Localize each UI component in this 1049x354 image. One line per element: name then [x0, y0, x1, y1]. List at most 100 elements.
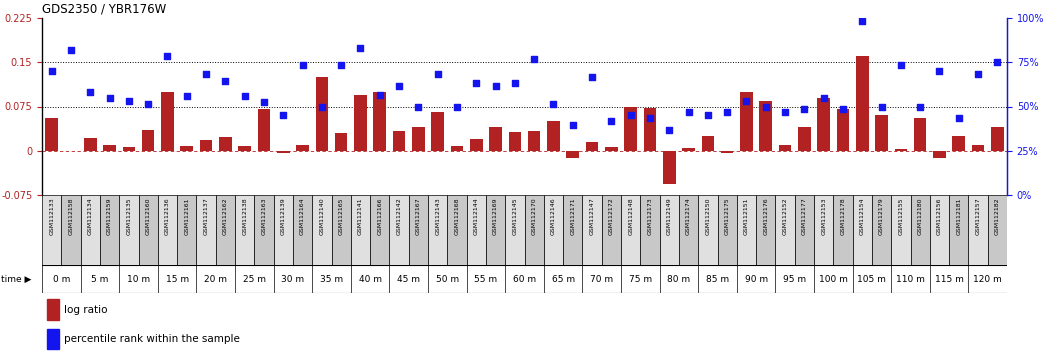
Bar [42, 18, 61, 195]
Text: GSM112178: GSM112178 [840, 197, 845, 235]
Bar [196, 195, 216, 265]
Text: GSM112146: GSM112146 [551, 197, 556, 235]
Point [738, 98, 755, 103]
Bar [524, 195, 543, 265]
Text: 115 m: 115 m [935, 274, 964, 284]
Text: 75 m: 75 m [628, 274, 651, 284]
Point [526, 57, 542, 62]
Bar [875, 115, 887, 151]
Bar [778, 145, 791, 151]
Text: 100 m: 100 m [819, 274, 848, 284]
Bar [892, 195, 911, 265]
Point [873, 104, 890, 109]
Bar [389, 18, 409, 195]
Text: 15 m: 15 m [166, 274, 189, 284]
Text: GDS2350 / YBR176W: GDS2350 / YBR176W [42, 2, 166, 15]
Text: GSM112148: GSM112148 [628, 197, 634, 235]
Text: GSM112182: GSM112182 [994, 197, 1000, 235]
Point [468, 80, 485, 86]
Bar [585, 142, 598, 151]
Bar [775, 18, 795, 195]
Bar [644, 108, 657, 151]
Text: GSM112153: GSM112153 [821, 197, 827, 235]
Bar [157, 18, 177, 195]
Bar [795, 18, 814, 195]
Text: GSM112172: GSM112172 [608, 197, 614, 235]
Bar [61, 18, 81, 195]
Point [757, 104, 774, 109]
Text: 70 m: 70 m [591, 274, 614, 284]
Bar [952, 136, 965, 151]
Point [507, 80, 523, 86]
Point [352, 45, 369, 50]
Bar [524, 18, 543, 195]
Point [121, 98, 137, 103]
Bar [177, 18, 196, 195]
Text: GSM112135: GSM112135 [126, 197, 131, 235]
Bar [814, 18, 833, 195]
Text: GSM112170: GSM112170 [532, 197, 537, 235]
Text: time ▶: time ▶ [1, 274, 31, 284]
Point [835, 107, 852, 112]
Bar [895, 149, 907, 151]
Bar [254, 195, 274, 265]
Text: percentile rank within the sample: percentile rank within the sample [64, 334, 240, 344]
Point [642, 115, 659, 121]
Text: GSM112166: GSM112166 [378, 197, 382, 235]
Text: 40 m: 40 m [359, 274, 382, 284]
Point [989, 59, 1006, 65]
Point [545, 101, 562, 107]
Bar [335, 133, 347, 151]
Text: GSM112180: GSM112180 [918, 197, 923, 235]
Text: GSM112164: GSM112164 [300, 197, 305, 235]
Point [43, 68, 60, 74]
Point [950, 115, 967, 121]
Point [776, 110, 793, 115]
Bar [582, 195, 602, 265]
Bar [409, 18, 428, 195]
Bar [142, 130, 154, 151]
Bar [682, 148, 694, 151]
Point [969, 71, 986, 77]
Bar [699, 195, 718, 265]
Text: GSM112158: GSM112158 [68, 197, 73, 235]
Bar [566, 151, 579, 158]
Point [101, 95, 117, 101]
Point [371, 92, 388, 98]
Text: 105 m: 105 m [857, 274, 886, 284]
Point [159, 53, 176, 59]
Bar [81, 18, 100, 195]
Text: 25 m: 25 m [242, 274, 265, 284]
Bar [934, 151, 946, 158]
Text: GSM112133: GSM112133 [49, 197, 55, 235]
Point [893, 62, 909, 68]
Bar [84, 138, 97, 151]
Bar [313, 18, 331, 195]
Bar [409, 195, 428, 265]
Bar [47, 329, 60, 349]
Bar [968, 195, 988, 265]
Point [796, 107, 813, 112]
Bar [833, 18, 853, 195]
Bar [582, 18, 602, 195]
Bar [509, 132, 521, 151]
Text: 90 m: 90 m [745, 274, 768, 284]
Bar [61, 195, 81, 265]
Text: 120 m: 120 m [973, 274, 1002, 284]
Bar [296, 145, 308, 151]
Point [333, 62, 349, 68]
Bar [177, 195, 196, 265]
Bar [316, 77, 328, 151]
Bar [988, 195, 1007, 265]
Bar [833, 195, 853, 265]
Point [236, 93, 253, 99]
Text: 30 m: 30 m [281, 274, 304, 284]
Text: GSM112142: GSM112142 [397, 197, 402, 235]
Bar [162, 92, 174, 151]
Bar [971, 145, 984, 151]
Text: GSM112149: GSM112149 [667, 197, 671, 235]
Bar [528, 131, 540, 151]
Bar [277, 151, 290, 153]
Bar [506, 18, 524, 195]
Bar [42, 195, 61, 265]
